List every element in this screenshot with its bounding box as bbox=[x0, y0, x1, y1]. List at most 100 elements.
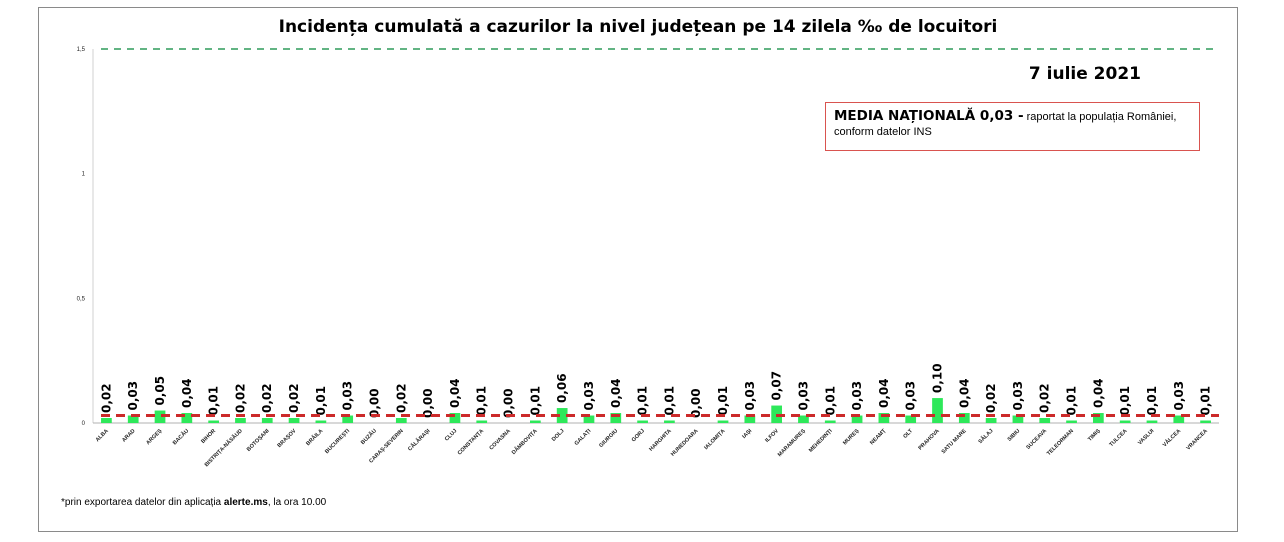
bar bbox=[556, 408, 568, 423]
category-label: VASLUI bbox=[1137, 428, 1156, 447]
value-label: 0,06 bbox=[555, 373, 569, 403]
bar bbox=[1119, 420, 1131, 423]
value-label: 0,00 bbox=[421, 388, 435, 418]
value-label: 0,02 bbox=[984, 383, 998, 413]
value-label: 0,02 bbox=[260, 383, 274, 413]
footnote-prefix: *prin exportarea datelor din aplicația bbox=[61, 497, 224, 508]
category-label: BRAȘOV bbox=[277, 428, 298, 449]
value-label: 0,01 bbox=[207, 386, 221, 416]
category-label: NEAMȚ bbox=[869, 428, 888, 447]
bar bbox=[583, 415, 595, 423]
category-label: BUCUREȘTI bbox=[324, 428, 351, 455]
value-label: 0,04 bbox=[609, 378, 623, 408]
category-label: GIURGIU bbox=[598, 428, 619, 449]
category-label: VRANCEA bbox=[1186, 428, 1209, 451]
value-label: 0,01 bbox=[716, 386, 730, 416]
category-label: TIMIȘ bbox=[1087, 428, 1102, 443]
category-label: ARAD bbox=[121, 428, 136, 443]
national-average-label: MEDIA NAȚIONALĂ 0,03 - bbox=[834, 108, 1024, 124]
category-label: IALOMIȚA bbox=[703, 428, 726, 451]
value-label: 0,04 bbox=[877, 378, 891, 408]
category-label: COVASNA bbox=[489, 428, 512, 451]
bar bbox=[1146, 420, 1158, 423]
footnote-app: alerte.ms bbox=[223, 497, 268, 508]
category-label: BUZĂU bbox=[359, 427, 378, 446]
value-label: 0,00 bbox=[502, 388, 516, 418]
bar bbox=[610, 413, 622, 423]
category-label: BRĂILA bbox=[305, 427, 325, 447]
category-label: VÂLCEA bbox=[1161, 427, 1182, 448]
value-label: 0,01 bbox=[314, 386, 328, 416]
bar bbox=[154, 410, 166, 423]
category-label: SĂLAJ bbox=[977, 427, 995, 445]
value-label: 0,03 bbox=[1011, 381, 1025, 411]
category-label: OLT bbox=[902, 428, 914, 440]
value-label: 0,02 bbox=[394, 383, 408, 413]
category-label: CONSTANȚA bbox=[457, 428, 485, 456]
value-label: 0,03 bbox=[743, 381, 757, 411]
value-label: 0,01 bbox=[475, 386, 489, 416]
bar bbox=[717, 420, 729, 423]
bar bbox=[449, 413, 461, 423]
value-label: 0,01 bbox=[1145, 386, 1159, 416]
bar bbox=[101, 418, 112, 423]
bar bbox=[744, 415, 756, 423]
category-label: GALAȚI bbox=[574, 428, 593, 447]
value-label: 0,02 bbox=[287, 383, 301, 413]
bar bbox=[1066, 420, 1077, 423]
bar bbox=[342, 415, 354, 423]
category-label: ALBA bbox=[95, 428, 110, 443]
chart-title: Incidența cumulată a cazurilor la nivel … bbox=[278, 17, 998, 37]
category-label: CLUJ bbox=[444, 428, 458, 442]
national-average-note: raportat la populația României, conform … bbox=[834, 111, 1177, 138]
bar bbox=[476, 420, 488, 423]
value-label: 0,01 bbox=[662, 386, 676, 416]
y-tick-label: 1 bbox=[82, 172, 86, 178]
value-label: 0,02 bbox=[233, 383, 247, 413]
value-label: 0,03 bbox=[582, 381, 596, 411]
value-label: 0,01 bbox=[528, 386, 542, 416]
y-tick-label: 0,5 bbox=[77, 296, 86, 302]
value-label: 0,00 bbox=[689, 388, 703, 418]
value-label: 0,01 bbox=[1199, 386, 1213, 416]
value-label: 0,04 bbox=[957, 378, 971, 408]
category-label: HUNEDOARA bbox=[670, 428, 700, 458]
category-label: BOTOȘANI bbox=[246, 428, 271, 453]
category-label: HARGHITA bbox=[648, 428, 672, 452]
bar bbox=[905, 415, 917, 423]
value-label: 0,04 bbox=[1091, 378, 1105, 408]
value-label: 0,05 bbox=[153, 376, 167, 406]
category-label: ARGEȘ bbox=[145, 428, 163, 446]
bar bbox=[824, 420, 836, 423]
value-label: 0,00 bbox=[368, 388, 382, 418]
category-label: SATU MARE bbox=[941, 428, 968, 455]
category-label: DOLJ bbox=[551, 428, 566, 443]
bar bbox=[1173, 415, 1185, 423]
bar bbox=[235, 418, 246, 423]
bar bbox=[315, 420, 327, 423]
value-label: 0,03 bbox=[850, 381, 864, 411]
bar bbox=[529, 420, 541, 423]
chart-frame: Incidența cumulată a cazurilor la nivel … bbox=[38, 7, 1238, 532]
bar bbox=[1092, 413, 1104, 423]
bar bbox=[1012, 415, 1024, 423]
category-label: TULCEA bbox=[1109, 428, 1129, 448]
y-tick-label: 1,5 bbox=[77, 47, 86, 53]
bar bbox=[958, 413, 970, 423]
category-label: SIBIU bbox=[1007, 428, 1022, 443]
category-label: BACĂU bbox=[171, 427, 190, 446]
category-label: MUREȘ bbox=[842, 428, 861, 447]
footnote-suffix: , la ora 10.00 bbox=[267, 497, 327, 508]
category-label: PRAHOVA bbox=[918, 428, 941, 451]
category-label: ILFOV bbox=[764, 428, 780, 444]
bar bbox=[395, 418, 407, 423]
value-label: 0,02 bbox=[99, 383, 113, 413]
y-tick-label: 0 bbox=[82, 421, 86, 427]
bar bbox=[851, 415, 863, 423]
date-label: 7 iulie 2021 bbox=[1028, 64, 1141, 84]
category-label: CĂLĂRAȘI bbox=[406, 427, 431, 452]
bar bbox=[127, 415, 139, 423]
value-label: 0,03 bbox=[904, 381, 918, 411]
bar bbox=[878, 413, 890, 423]
category-label: BIHOR bbox=[200, 428, 217, 445]
